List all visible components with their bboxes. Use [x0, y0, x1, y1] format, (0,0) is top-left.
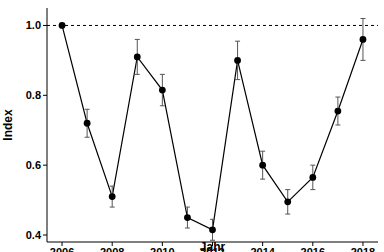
y-tick-label: 1.0 [26, 19, 41, 31]
error-cap [160, 105, 165, 106]
data-point [109, 193, 116, 200]
error-cap [210, 219, 215, 220]
error-cap [85, 137, 90, 138]
data-point [234, 57, 241, 64]
x-axis-title: Jahr [200, 240, 226, 252]
error-cap [285, 214, 290, 215]
error-cap [260, 179, 265, 180]
data-point [309, 174, 316, 181]
error-cap [210, 240, 215, 241]
data-point [184, 214, 191, 221]
y-tick [43, 165, 47, 166]
error-cap [235, 79, 240, 80]
data-point [334, 108, 341, 115]
error-bar [110, 186, 115, 207]
y-tick-label: 0.8 [26, 89, 41, 101]
y-tick [43, 25, 47, 26]
error-bar [85, 109, 90, 137]
data-line [62, 25, 363, 229]
data-point [134, 53, 141, 60]
x-tick-label: 2008 [100, 246, 124, 252]
data-point [259, 162, 266, 169]
y-tick-label: 0.6 [26, 159, 41, 171]
error-cap [235, 41, 240, 42]
error-bar [185, 207, 190, 228]
y-axis [47, 8, 48, 242]
error-cap [185, 228, 190, 229]
error-cap [360, 60, 365, 61]
error-cap [135, 39, 140, 40]
error-bar [335, 97, 340, 125]
y-tick-label: 0.4 [26, 229, 42, 241]
error-cap [110, 207, 115, 208]
error-cap [310, 189, 315, 190]
error-bar [310, 165, 315, 189]
error-cap [85, 109, 90, 110]
reference-line [47, 25, 378, 26]
error-bar [260, 151, 265, 179]
x-tick-label: 2006 [50, 246, 74, 252]
error-bar [135, 39, 140, 74]
x-tick-label: 2018 [351, 246, 375, 252]
error-cap [335, 97, 340, 98]
error-cap [260, 151, 265, 152]
error-bar [210, 219, 215, 240]
plot-marks [47, 18, 378, 240]
data-point [159, 87, 166, 94]
y-tick [43, 235, 47, 236]
error-bar [285, 190, 290, 214]
data-point [284, 198, 291, 205]
error-bar [160, 74, 165, 105]
chart: 0.40.60.81.02006200820102012201420162018… [0, 0, 384, 252]
x-tick-label: 2014 [250, 246, 275, 252]
data-point [209, 226, 216, 233]
error-bar [360, 18, 365, 60]
data-point [84, 120, 91, 127]
error-cap [185, 207, 190, 208]
error-cap [360, 18, 365, 19]
data-point [59, 22, 66, 29]
error-cap [135, 74, 140, 75]
error-cap [335, 125, 340, 126]
x-tick-label: 2016 [301, 246, 325, 252]
error-cap [110, 186, 115, 187]
y-axis-title: Index [1, 109, 15, 141]
error-bar [235, 41, 240, 79]
error-cap [310, 165, 315, 166]
error-cap [160, 74, 165, 75]
x-tick-label: 2010 [150, 246, 174, 252]
error-cap [285, 189, 290, 190]
y-tick [43, 95, 47, 96]
data-point [360, 36, 367, 43]
